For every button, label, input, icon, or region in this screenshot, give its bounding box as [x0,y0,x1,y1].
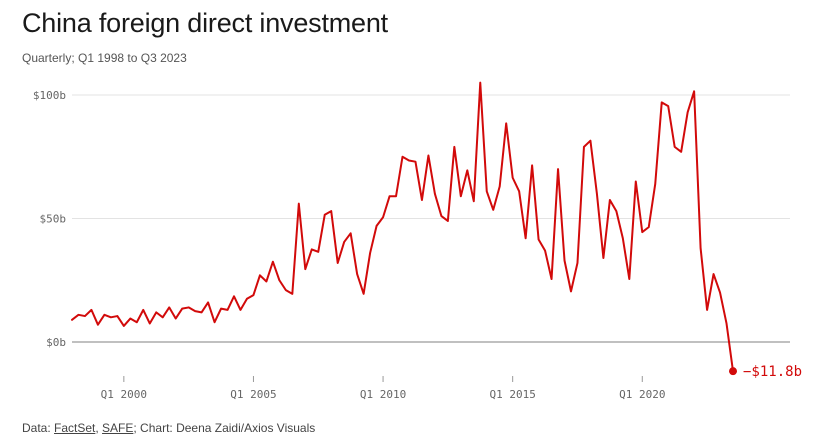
footer-prefix: Data: [22,421,55,435]
x-tick-label: Q1 2020 [619,388,665,401]
gridlines [72,94,790,343]
y-tick-label: $50b [40,213,67,226]
last-value-label: −$11.8b [743,364,802,380]
footer-suffix: ; Chart: Deena Zaidi/Axios Visuals [133,421,316,435]
x-tick-label: Q1 2010 [360,388,406,401]
footer-sep: , [95,421,103,435]
y-tick-label: $100b [33,89,66,102]
y-axis-labels: $100b $50b $0b [33,89,66,349]
x-tick-label: Q1 2005 [230,388,276,401]
x-tick-label: Q1 2000 [101,388,147,401]
last-value-marker [729,367,737,376]
chart-title: China foreign direct investment [22,8,388,38]
source-link-factset[interactable]: FactSet [54,421,96,435]
y-tick-label: $0b [46,336,66,349]
x-tick-label: Q1 2015 [489,388,535,401]
source-link-safe[interactable]: SAFE [102,421,134,435]
x-axis-ticks: Q1 2000 Q1 2005 Q1 2010 Q1 2015 Q1 2020 [101,376,665,401]
source-footer: Data: FactSet, SAFE; Chart: Deena Zaidi/… [22,421,315,435]
series-line [71,81,734,373]
chart-subtitle: Quarterly; Q1 1998 to Q3 2023 [22,51,187,65]
